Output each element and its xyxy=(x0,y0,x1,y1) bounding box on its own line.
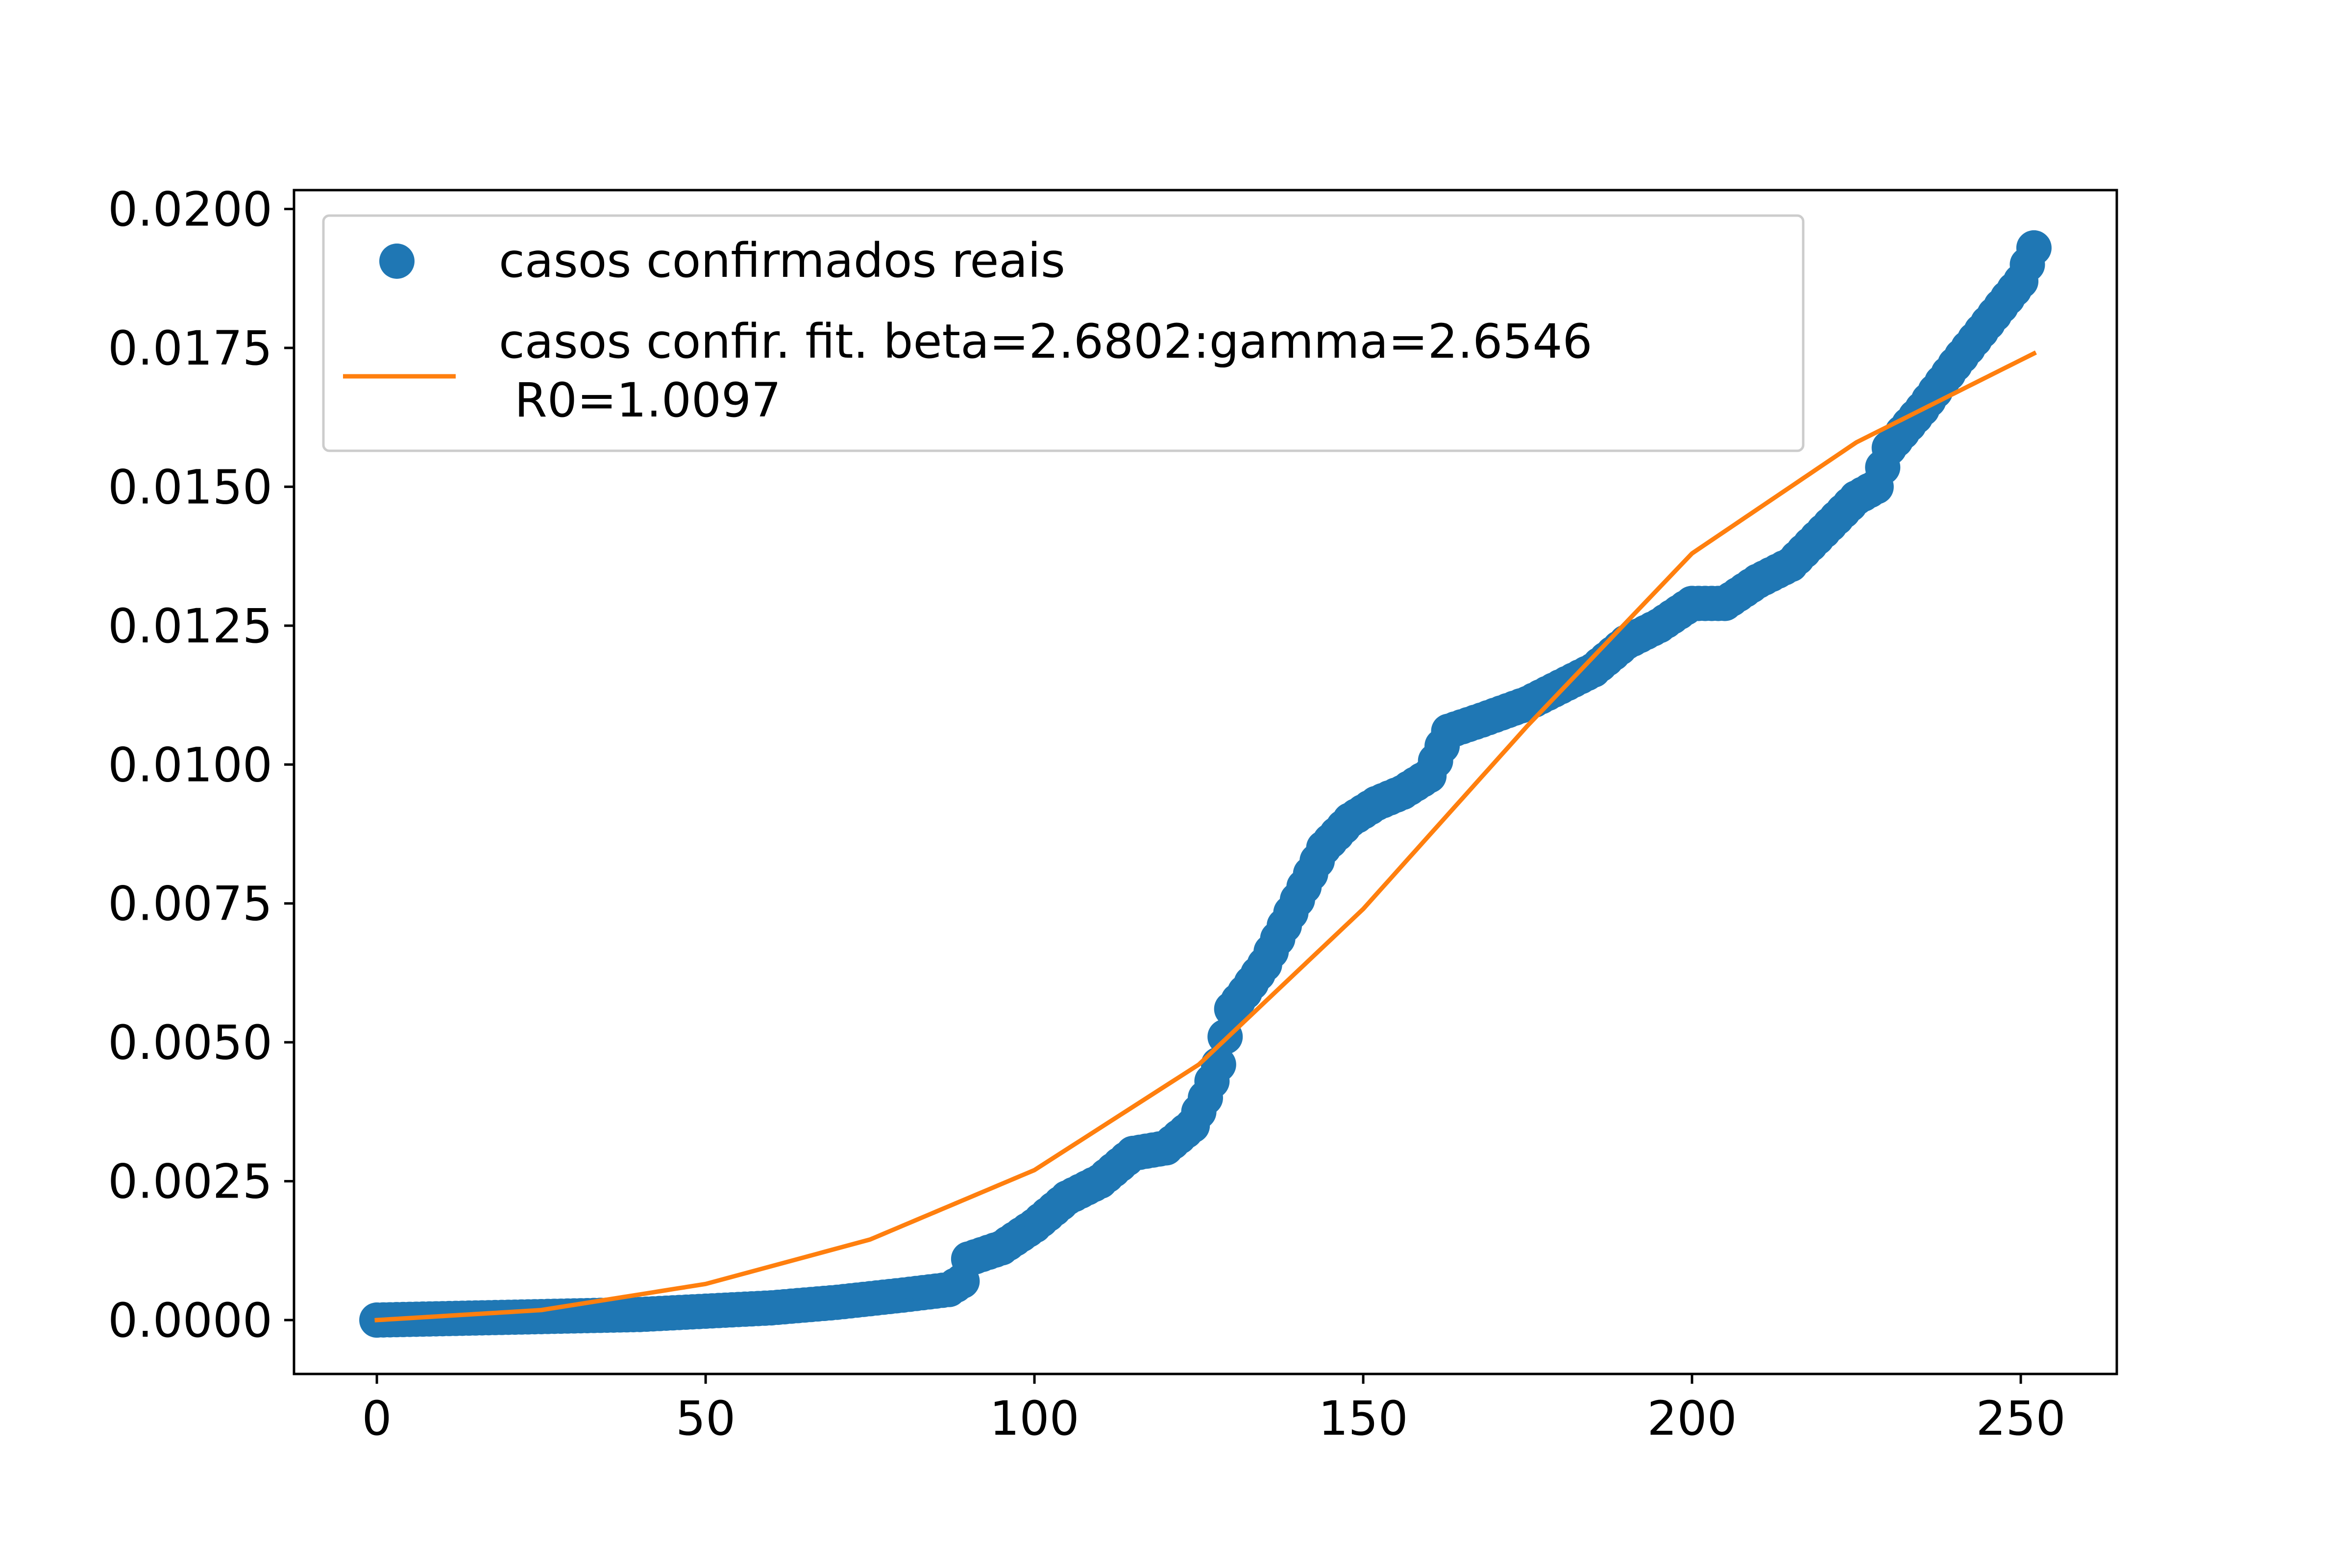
legend-marker-points xyxy=(379,244,415,279)
y-tick-label: 0.0150 xyxy=(108,460,272,514)
y-tick-label: 0.0125 xyxy=(108,599,272,654)
y-tick-label: 0.0075 xyxy=(108,877,272,931)
legend: casos confirmados reais casos confir. fit… xyxy=(322,214,1805,452)
fit-line xyxy=(374,350,2037,1323)
legend-label-fit-line1: casos confir. fit. beta=2.6802:gamma=2.6… xyxy=(499,314,1592,369)
legend-label-points: casos confirmados reais xyxy=(499,233,1065,288)
y-tick-label: 0.0050 xyxy=(108,1015,272,1070)
x-tick-label: 150 xyxy=(1318,1391,1408,1446)
series-layer xyxy=(359,230,2052,1338)
legend-box xyxy=(322,214,1805,452)
axes-frame xyxy=(293,189,2118,1375)
x-tick-label: 250 xyxy=(1976,1391,2065,1446)
x-tick-label: 50 xyxy=(676,1391,735,1446)
y-tick-label: 0.0100 xyxy=(108,737,272,792)
y-tick-label: 0.0175 xyxy=(108,321,272,376)
y-tick-label: 0.0200 xyxy=(108,182,272,237)
x-tick-label: 200 xyxy=(1647,1391,1737,1446)
legend-label-fit-line2: R0=1.0097 xyxy=(514,373,781,428)
data-point xyxy=(2016,230,2052,266)
axes-layer: 0 50 100 150 200 250 0.0000 0.0025 0.0050 0.0075 0… xyxy=(108,182,2118,1446)
x-tick-label: 0 xyxy=(362,1391,392,1446)
x-tick-label: 100 xyxy=(989,1391,1079,1446)
y-tick-label: 0.0000 xyxy=(108,1293,272,1348)
y-tick-label: 0.0025 xyxy=(108,1154,272,1209)
